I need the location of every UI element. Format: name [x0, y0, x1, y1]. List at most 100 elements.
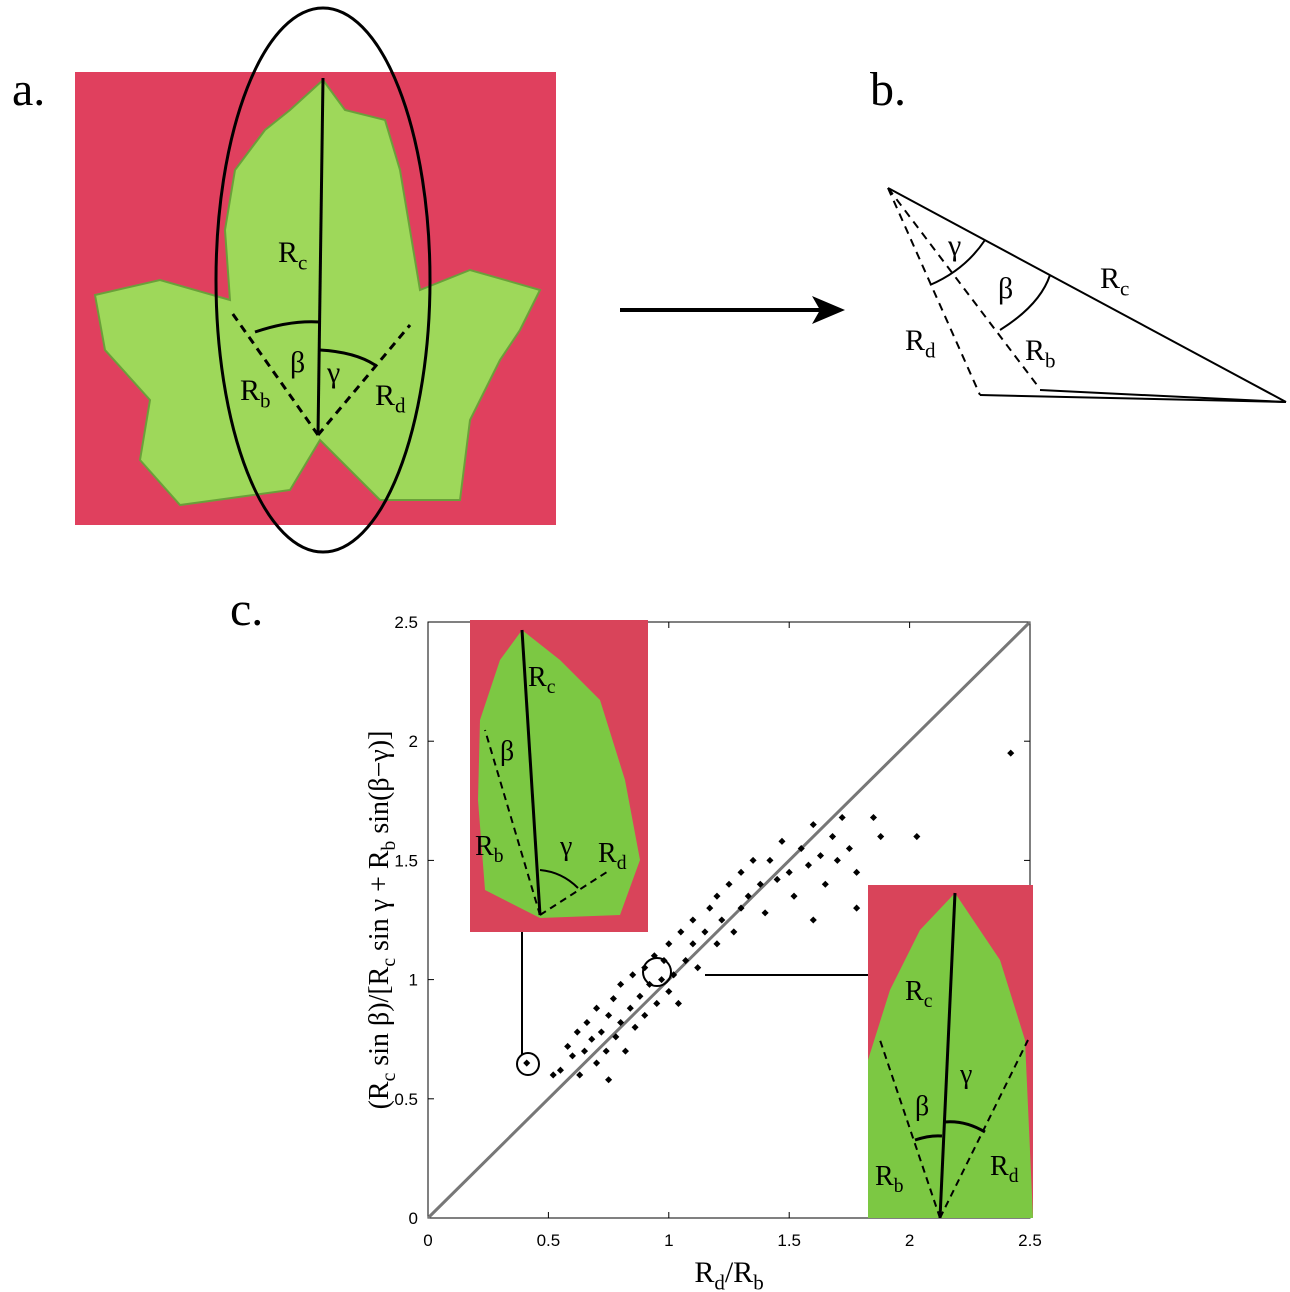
label-sub: d	[617, 853, 627, 874]
dashed-line	[316, 324, 412, 436]
point	[838, 813, 846, 822]
point	[749, 856, 757, 864]
point	[701, 928, 709, 936]
point	[609, 995, 617, 1003]
label-base: R	[990, 1151, 1009, 1182]
point	[617, 1018, 625, 1027]
point	[853, 868, 861, 876]
axis-line	[520, 629, 542, 916]
label-sub: b	[1045, 349, 1056, 373]
axis-line	[316, 77, 325, 436]
point	[588, 1035, 596, 1043]
label-base: R	[905, 324, 925, 357]
x-tick-label: 0	[423, 1231, 432, 1250]
point	[804, 861, 812, 869]
point	[653, 999, 661, 1007]
label-base: R	[598, 838, 617, 869]
angle-arc	[914, 1134, 943, 1142]
point	[766, 856, 774, 864]
label-sub: c	[547, 677, 556, 698]
point	[713, 892, 721, 900]
point	[674, 999, 682, 1007]
triangle-edge	[979, 394, 1287, 403]
label-sub: c	[298, 251, 307, 275]
point	[564, 1042, 572, 1050]
angle-arc	[539, 869, 579, 889]
point	[597, 1028, 605, 1036]
dashed-line	[939, 1039, 1029, 1219]
x-tick-label: 2	[905, 1231, 914, 1250]
label: β	[998, 272, 1013, 305]
point	[605, 1011, 613, 1019]
label-sub: c	[1120, 277, 1129, 301]
point	[556, 1066, 564, 1074]
y-tick-label: 0	[409, 1209, 418, 1228]
label: Rb	[1025, 334, 1056, 373]
leaf	[93, 78, 542, 507]
point	[797, 844, 805, 853]
dashed-line	[228, 309, 320, 436]
point	[744, 892, 752, 900]
angle-arc	[943, 1120, 986, 1134]
point	[809, 916, 817, 924]
x-tick-label: 1.5	[777, 1231, 801, 1250]
label-base: β	[500, 736, 514, 767]
label: Rc	[905, 976, 933, 1012]
label-base: γ	[326, 356, 340, 389]
identity-line	[426, 620, 1032, 1220]
label-base: γ	[959, 1059, 972, 1090]
point	[568, 1052, 577, 1060]
point	[665, 940, 673, 948]
label-sub: b	[894, 1176, 904, 1197]
label: Rd	[905, 324, 936, 363]
label-sub: b	[494, 846, 504, 867]
highlight-circle	[516, 1052, 540, 1076]
label-base: R	[1100, 262, 1120, 295]
dashed-line	[887, 187, 981, 396]
leaf	[868, 893, 1033, 1218]
point	[730, 928, 738, 936]
y-tick-label: 1	[409, 971, 418, 990]
dashed-line	[539, 869, 611, 916]
angle-arc	[929, 239, 986, 286]
point	[869, 813, 878, 822]
x-tick-label: 2.5	[1018, 1231, 1042, 1250]
point	[694, 964, 702, 972]
label: β	[290, 346, 305, 379]
label-base: R	[475, 831, 494, 862]
point	[877, 833, 885, 841]
dashed-line	[484, 729, 541, 916]
label-base: R	[694, 1256, 714, 1289]
point	[833, 856, 841, 864]
point	[737, 904, 745, 912]
label-sub: c	[379, 958, 400, 967]
panel-label: c.	[230, 583, 263, 636]
point	[593, 1059, 601, 1067]
label: Rb	[240, 374, 271, 413]
label-sub: c	[924, 991, 933, 1012]
point	[626, 1004, 634, 1012]
point	[689, 940, 697, 948]
label-sub: d	[395, 394, 406, 418]
label-base: sin β)/[R	[364, 966, 395, 1072]
point	[677, 928, 685, 936]
label-base: β	[290, 346, 305, 379]
point	[773, 875, 781, 884]
label-base: sin γ + R	[364, 850, 395, 958]
point	[631, 1023, 639, 1031]
axis-line	[938, 892, 957, 1219]
label: Rd	[375, 379, 406, 418]
point	[790, 892, 798, 900]
label-sub: b	[379, 840, 400, 850]
arrow-head	[812, 296, 845, 324]
angle-arc	[999, 274, 1051, 331]
point	[913, 833, 921, 841]
label: γ	[326, 356, 340, 389]
label-base: γ	[947, 229, 961, 262]
y-tick-label: 2	[409, 732, 418, 751]
label: γ	[959, 1059, 972, 1090]
label: β	[500, 736, 514, 767]
point	[756, 880, 764, 888]
point	[665, 987, 673, 996]
